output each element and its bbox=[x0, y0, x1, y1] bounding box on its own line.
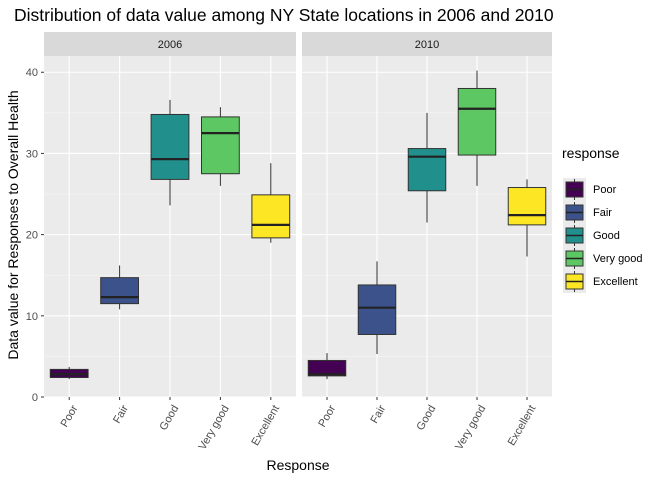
x-axis-title: Response bbox=[266, 457, 329, 473]
legend-label: Poor bbox=[593, 184, 617, 196]
legend-item-poor: Poor bbox=[563, 178, 617, 201]
box-good bbox=[150, 99, 190, 206]
box-body bbox=[507, 187, 547, 226]
legend-label: Fair bbox=[593, 207, 612, 219]
legend-label: Very good bbox=[593, 253, 643, 265]
y-tick-label: 30 bbox=[26, 148, 38, 160]
legend-item-excellent: Excellent bbox=[563, 270, 638, 293]
chart-title: Distribution of data value among NY Stat… bbox=[14, 5, 554, 25]
x-tick-label: Poor bbox=[316, 403, 338, 429]
box-body bbox=[251, 194, 291, 239]
box-fair bbox=[100, 265, 139, 310]
y-axis-title: Data value for Responses to Overall Heal… bbox=[5, 90, 21, 359]
panel-2006: 2006 Poor Fair Good Very good Excellent bbox=[44, 32, 296, 452]
x-tick-label: Very good bbox=[453, 403, 488, 452]
box-good bbox=[407, 112, 447, 223]
box-poor bbox=[49, 366, 89, 380]
x-tick-label: Fair bbox=[111, 403, 131, 426]
legend-item-good: Good bbox=[563, 224, 620, 247]
box-body bbox=[307, 359, 347, 377]
box-body bbox=[357, 284, 397, 335]
box-excellent bbox=[251, 163, 291, 243]
panel-strip-label: 2006 bbox=[158, 39, 182, 51]
y-tick-label: 40 bbox=[26, 67, 38, 79]
panel-strip-label: 2010 bbox=[415, 39, 439, 51]
panel-strip bbox=[302, 32, 552, 56]
box-poor bbox=[307, 353, 347, 380]
x-tick-label: Very good bbox=[197, 403, 232, 452]
box-body bbox=[457, 87, 497, 156]
box-excellent bbox=[507, 179, 547, 257]
x-tick-label: Poor bbox=[59, 403, 81, 429]
legend: response Poor Fair Good Very good Excellent bbox=[562, 145, 643, 293]
box-body bbox=[201, 116, 240, 175]
box-body bbox=[407, 148, 447, 192]
x-tick-label: Good bbox=[415, 403, 439, 432]
legend-item-very-good: Very good bbox=[563, 247, 643, 270]
y-tick-label: 10 bbox=[26, 311, 38, 323]
x-tick-label: Good bbox=[158, 403, 182, 432]
y-axis: 0 10 20 30 40 bbox=[26, 67, 44, 404]
box-body bbox=[100, 277, 139, 305]
box-fair bbox=[357, 261, 397, 354]
panel-2010: 2010 Poor Fair Good Very good Excellent bbox=[302, 32, 552, 452]
legend-title: response bbox=[562, 145, 620, 161]
legend-item-fair: Fair bbox=[563, 201, 612, 224]
legend-label: Excellent bbox=[593, 276, 638, 288]
y-tick-label: 0 bbox=[32, 392, 38, 404]
box-very-good bbox=[457, 70, 497, 186]
x-tick-label: Excellent bbox=[249, 403, 282, 448]
box-very-good bbox=[201, 107, 240, 186]
x-tick-label: Excellent bbox=[506, 403, 539, 448]
box-body bbox=[150, 113, 190, 180]
legend-label: Good bbox=[593, 230, 620, 242]
x-tick-label: Fair bbox=[368, 403, 388, 426]
panels-layer: 2006 Poor Fair Good Very good Excellent 2010 Po… bbox=[44, 32, 552, 452]
panel-strip bbox=[44, 32, 296, 56]
y-tick-label: 20 bbox=[26, 230, 38, 242]
